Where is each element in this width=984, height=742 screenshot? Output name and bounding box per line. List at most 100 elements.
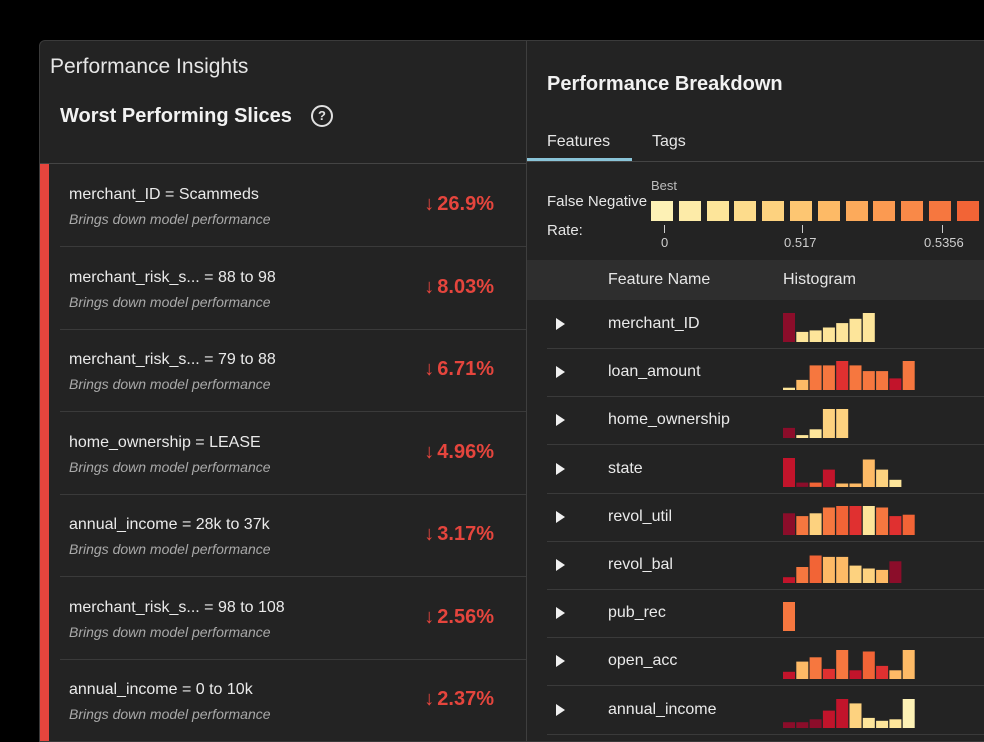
divider bbox=[40, 163, 526, 164]
slice-impact-value: ↓ 4.96% bbox=[424, 441, 494, 464]
histogram-bar bbox=[889, 670, 902, 680]
feature-name: state bbox=[608, 459, 643, 477]
feature-row[interactable]: open_acc bbox=[547, 637, 984, 687]
histogram-bar bbox=[889, 515, 902, 535]
feature-row[interactable]: state bbox=[547, 445, 984, 494]
histogram-bar bbox=[862, 651, 875, 680]
histogram-bar bbox=[796, 661, 809, 680]
histogram-bar bbox=[783, 602, 795, 632]
slice-subtitle: Brings down model performance bbox=[69, 458, 271, 475]
feature-row[interactable]: merchant_ID bbox=[547, 300, 984, 349]
histogram-bar bbox=[889, 718, 902, 728]
active-tab-indicator bbox=[527, 158, 632, 161]
expand-arrow-icon[interactable] bbox=[556, 703, 565, 716]
histogram-bar bbox=[783, 513, 795, 535]
histogram-bar bbox=[876, 371, 889, 391]
slice-impact-number: 8.03% bbox=[437, 275, 494, 298]
histogram-bar bbox=[849, 318, 862, 342]
scale-swatch bbox=[706, 201, 729, 221]
arrow-down-icon: ↓ bbox=[424, 358, 435, 380]
slice-impact-value: ↓ 3.17% bbox=[424, 523, 494, 546]
expand-arrow-icon[interactable] bbox=[556, 462, 565, 475]
histogram-bar bbox=[889, 378, 902, 391]
feature-row[interactable]: revol_bal bbox=[547, 541, 984, 590]
feature-row[interactable]: pub_rec bbox=[547, 589, 984, 639]
arrow-down-icon: ↓ bbox=[424, 440, 435, 463]
histogram-bar bbox=[862, 568, 875, 583]
histogram-bar bbox=[849, 702, 862, 728]
feature-row[interactable]: revol_util bbox=[547, 493, 984, 542]
slice-item[interactable]: home_ownership = LEASE Brings down model … bbox=[60, 412, 526, 495]
expand-arrow-icon[interactable] bbox=[556, 607, 565, 620]
scale-swatch bbox=[873, 201, 896, 221]
slice-impact-value: ↓ 2.37% bbox=[424, 688, 494, 711]
histogram-bar bbox=[796, 482, 809, 487]
feature-name: pub_rec bbox=[608, 604, 666, 622]
tab-features[interactable]: Features bbox=[547, 133, 611, 150]
slice-impact-number: 26.9% bbox=[437, 193, 494, 215]
histogram-bar bbox=[796, 567, 809, 583]
slice-subtitle: Brings down model performance bbox=[69, 293, 271, 310]
slice-item[interactable]: annual_income = 0 to 10k Brings down mode… bbox=[60, 659, 526, 741]
slice-subtitle: Brings down model performance bbox=[69, 541, 271, 557]
histogram-bar bbox=[796, 435, 809, 439]
histogram-bar bbox=[783, 313, 795, 342]
scale-swatch bbox=[817, 201, 840, 221]
slice-impact-number: 3.17% bbox=[437, 523, 494, 545]
slice-impact-value: ↓ 26.9% bbox=[424, 193, 494, 216]
histogram-bar bbox=[902, 361, 915, 391]
histogram-bar bbox=[822, 469, 835, 487]
slice-name: merchant_ID = Scammeds bbox=[69, 186, 259, 203]
tab-tags[interactable]: Tags bbox=[652, 133, 686, 150]
feature-row[interactable]: annual_income bbox=[547, 686, 984, 735]
slice-item[interactable]: merchant_risk_s... = 79 to 88 Brings down… bbox=[60, 329, 526, 412]
slice-name: merchant_risk_s... = 88 to 98 bbox=[69, 268, 276, 286]
metric-label-line1: False Negative bbox=[547, 193, 648, 210]
histogram-chart bbox=[783, 409, 849, 439]
expand-arrow-icon[interactable] bbox=[556, 510, 565, 523]
slice-impact-value: ↓ 8.03% bbox=[424, 276, 494, 299]
scale-tick-label: 0.5356 bbox=[924, 235, 964, 250]
performance-breakdown-panel: Performance Breakdown Features Tags Fals… bbox=[527, 41, 984, 741]
expand-arrow-icon[interactable] bbox=[556, 318, 565, 330]
histogram-bar bbox=[889, 561, 902, 583]
histogram-bar bbox=[902, 650, 915, 680]
question-circle-icon[interactable]: ? bbox=[311, 105, 333, 127]
slice-item[interactable]: merchant_ID = Scammeds Brings down model … bbox=[60, 164, 526, 247]
slice-impact-value: ↓ 6.71% bbox=[424, 358, 494, 381]
histogram-bar bbox=[876, 469, 889, 487]
scale-swatch bbox=[929, 201, 951, 221]
scale-tick-label: 0 bbox=[661, 235, 669, 250]
slice-item[interactable]: merchant_risk_s... = 88 to 98 Brings down… bbox=[60, 247, 526, 330]
histogram-bar bbox=[809, 429, 822, 439]
histogram-bar bbox=[783, 672, 795, 680]
feature-row[interactable]: home_ownership bbox=[547, 396, 984, 446]
expand-arrow-icon[interactable] bbox=[556, 655, 565, 668]
histogram-bar bbox=[862, 313, 875, 342]
expand-arrow-icon[interactable] bbox=[556, 414, 565, 427]
scale-swatch bbox=[734, 201, 757, 221]
feature-name: revol_bal bbox=[608, 556, 673, 573]
slice-item[interactable]: merchant_risk_s... = 98 to 108 Brings dow… bbox=[60, 577, 526, 660]
histogram-bar bbox=[876, 507, 889, 535]
column-feature-name: Feature Name bbox=[608, 271, 711, 288]
app-window: Performance Insights Worst Performing Sl… bbox=[39, 40, 984, 742]
histogram-bar bbox=[822, 669, 835, 680]
histogram-chart bbox=[783, 457, 902, 487]
histogram-bar bbox=[809, 365, 822, 391]
histogram-bar bbox=[783, 721, 795, 728]
slice-item[interactable]: annual_income = 28k to 37k Brings down mo… bbox=[60, 494, 526, 577]
feature-name: revol_util bbox=[608, 507, 673, 525]
histogram-bar bbox=[902, 514, 915, 535]
feature-row[interactable]: loan_amount bbox=[547, 348, 984, 398]
scale-tick bbox=[942, 225, 943, 233]
arrow-down-icon: ↓ bbox=[424, 275, 435, 298]
histogram-bar bbox=[849, 505, 862, 535]
histogram-bar bbox=[849, 483, 862, 487]
expand-arrow-icon[interactable] bbox=[556, 366, 565, 379]
scale-swatch bbox=[678, 201, 701, 221]
histogram-bar bbox=[783, 577, 795, 583]
histogram-bar bbox=[876, 666, 889, 680]
scale-swatch bbox=[651, 201, 673, 221]
expand-arrow-icon[interactable] bbox=[556, 559, 565, 571]
